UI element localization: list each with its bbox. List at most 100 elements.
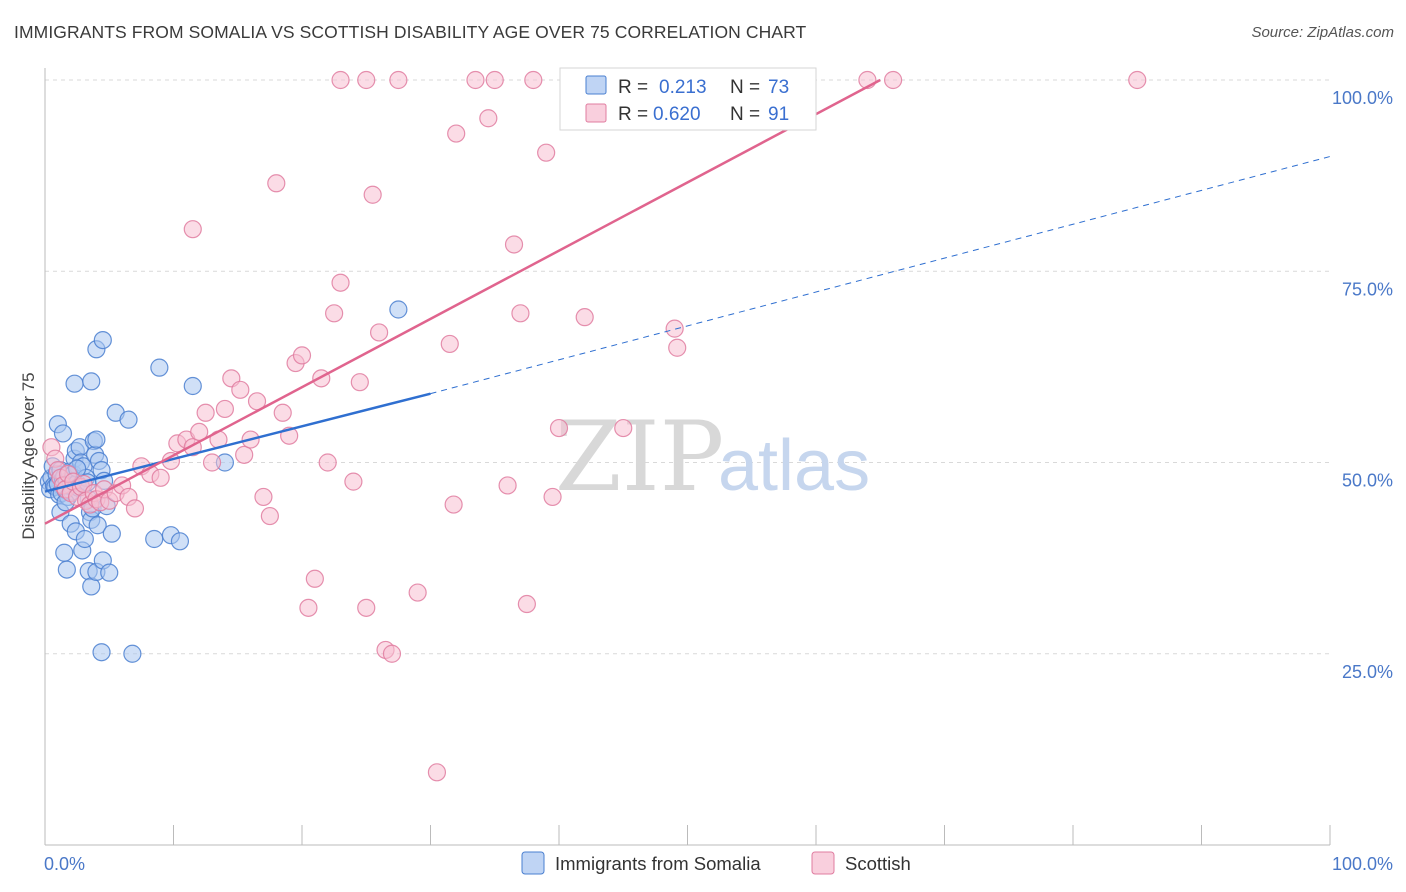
- point-scottish-62: [444, 495, 463, 514]
- x-tick-label-1: 100.0%: [1332, 854, 1393, 874]
- bottom-legend-swatch-scottish: [811, 851, 835, 875]
- point-scottish-60: [427, 763, 447, 782]
- legend-r-label-scottish: R =: [618, 104, 648, 125]
- legend-r-value-scottish: 0.620: [653, 104, 701, 125]
- point-scottish-84: [883, 70, 903, 90]
- point-scottish-55: [370, 323, 389, 342]
- point-scottish-45: [292, 346, 312, 365]
- y-axis-label: Disability Age Over 75: [19, 372, 38, 539]
- trendline-scottish: [44, 78, 881, 525]
- legend-n-value-scottish: 91: [768, 104, 789, 125]
- legend-swatch-somalia: [585, 75, 607, 95]
- legend-r-label-somalia: R =: [618, 77, 648, 98]
- y-tick-label-0: 25.0%: [1342, 662, 1393, 682]
- point-scottish-52: [305, 569, 324, 588]
- point-scottish-68: [504, 235, 524, 254]
- point-scottish-61: [440, 334, 459, 354]
- legend-n-value-somalia: 73: [768, 77, 789, 98]
- point-scottish-48: [331, 273, 350, 292]
- point-somalia-45: [75, 529, 94, 549]
- point-scottish-73: [543, 487, 562, 507]
- point-scottish-87: [357, 70, 376, 90]
- point-scottish-37: [235, 445, 254, 464]
- point-scottish-64: [466, 70, 485, 90]
- point-scottish-36: [231, 380, 250, 399]
- point-somalia-53: [65, 374, 84, 393]
- legend-r-value-somalia: 0.213: [659, 77, 707, 98]
- point-somalia-56: [93, 331, 112, 350]
- point-scottish-59: [408, 583, 427, 602]
- point-scottish-57: [382, 644, 402, 663]
- point-scottish-90: [183, 220, 202, 239]
- point-scottish-51: [318, 453, 337, 472]
- point-scottish-78: [614, 418, 633, 438]
- point-somalia-49: [55, 543, 74, 562]
- trendline-somalia-extension: [430, 156, 1331, 395]
- watermark-zip: ZIP: [555, 401, 724, 513]
- point-scottish-54: [363, 185, 382, 204]
- trendline-somalia: [44, 392, 431, 493]
- point-scottish-86: [331, 70, 350, 90]
- point-scottish-71: [524, 70, 543, 90]
- point-scottish-85: [1128, 70, 1147, 90]
- watermark-atlas: atlas: [718, 426, 870, 506]
- point-scottish-81: [668, 338, 687, 357]
- point-somalia-72: [123, 644, 142, 663]
- source-label: Source: ZipAtlas.com: [1251, 24, 1394, 41]
- chart-title: IMMIGRANTS FROM SOMALIA VS SCOTTISH DISA…: [14, 22, 807, 42]
- point-scottish-67: [498, 476, 517, 495]
- gridlines: [45, 79, 1330, 655]
- point-somalia-50: [57, 560, 76, 579]
- legend-n-label-scottish: N =: [730, 104, 760, 125]
- x-tick-labels: 0.0% 100.0%: [44, 854, 1393, 874]
- bottom-legend-label-scottish: Scottish: [845, 853, 911, 874]
- point-scottish-69: [511, 304, 530, 323]
- point-somalia-64: [145, 529, 164, 549]
- point-scottish-74: [549, 418, 569, 438]
- bottom-legend-label-somalia: Immigrants from Somalia: [555, 853, 761, 874]
- point-scottish-22: [125, 499, 145, 518]
- y-tick-label-3: 100.0%: [1332, 88, 1393, 108]
- point-scottish-88: [389, 70, 408, 90]
- y-tick-label-2: 75.0%: [1342, 279, 1393, 299]
- point-scottish-65: [479, 109, 498, 128]
- bottom-legend: Immigrants from Somalia Scottish: [521, 851, 911, 875]
- point-scottish-66: [485, 70, 504, 90]
- point-somalia-62: [88, 516, 107, 535]
- point-scottish-25: [151, 468, 170, 487]
- bottom-legend-swatch-somalia: [521, 851, 545, 875]
- point-scottish-89: [267, 174, 286, 193]
- point-somalia-52: [100, 563, 119, 582]
- trendlines: [44, 78, 1331, 525]
- point-scottish-70: [517, 594, 536, 614]
- x-tick-label-0: 0.0%: [44, 854, 85, 874]
- point-scottish-53: [299, 598, 318, 617]
- y-tick-labels: 25.0% 50.0% 75.0% 100.0%: [1332, 88, 1393, 682]
- point-scottish-31: [196, 403, 215, 422]
- point-scottish-41: [260, 506, 279, 526]
- point-somalia-60: [53, 424, 73, 443]
- point-scottish-50: [350, 373, 369, 392]
- point-scottish-49: [344, 472, 363, 491]
- point-scottish-34: [215, 399, 234, 419]
- point-somalia-54: [82, 372, 101, 391]
- point-scottish-32: [202, 453, 222, 472]
- point-scottish-58: [357, 598, 376, 617]
- watermark: ZIP atlas: [555, 401, 870, 513]
- point-somalia-35: [87, 430, 106, 449]
- point-somalia-66: [170, 532, 190, 551]
- point-scottish-76: [575, 308, 594, 327]
- point-somalia-68: [183, 376, 202, 396]
- point-scottish-63: [447, 124, 466, 143]
- legend-swatch-scottish: [585, 103, 607, 123]
- y-tick-label-1: 50.0%: [1342, 471, 1393, 491]
- point-scottish-42: [273, 403, 292, 422]
- point-somalia-63: [102, 524, 121, 543]
- legend-n-label-somalia: N =: [730, 77, 760, 98]
- point-scottish-80: [665, 319, 684, 338]
- point-somalia-70: [389, 300, 408, 319]
- top-legend: R = 0.213 N = 73 R = 0.620 N = 91: [559, 67, 817, 131]
- point-somalia-71: [92, 643, 111, 662]
- point-somalia-58: [119, 410, 138, 429]
